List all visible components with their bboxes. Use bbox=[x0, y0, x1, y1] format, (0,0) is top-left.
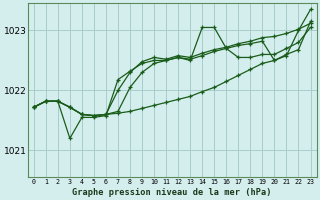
X-axis label: Graphe pression niveau de la mer (hPa): Graphe pression niveau de la mer (hPa) bbox=[72, 188, 272, 197]
